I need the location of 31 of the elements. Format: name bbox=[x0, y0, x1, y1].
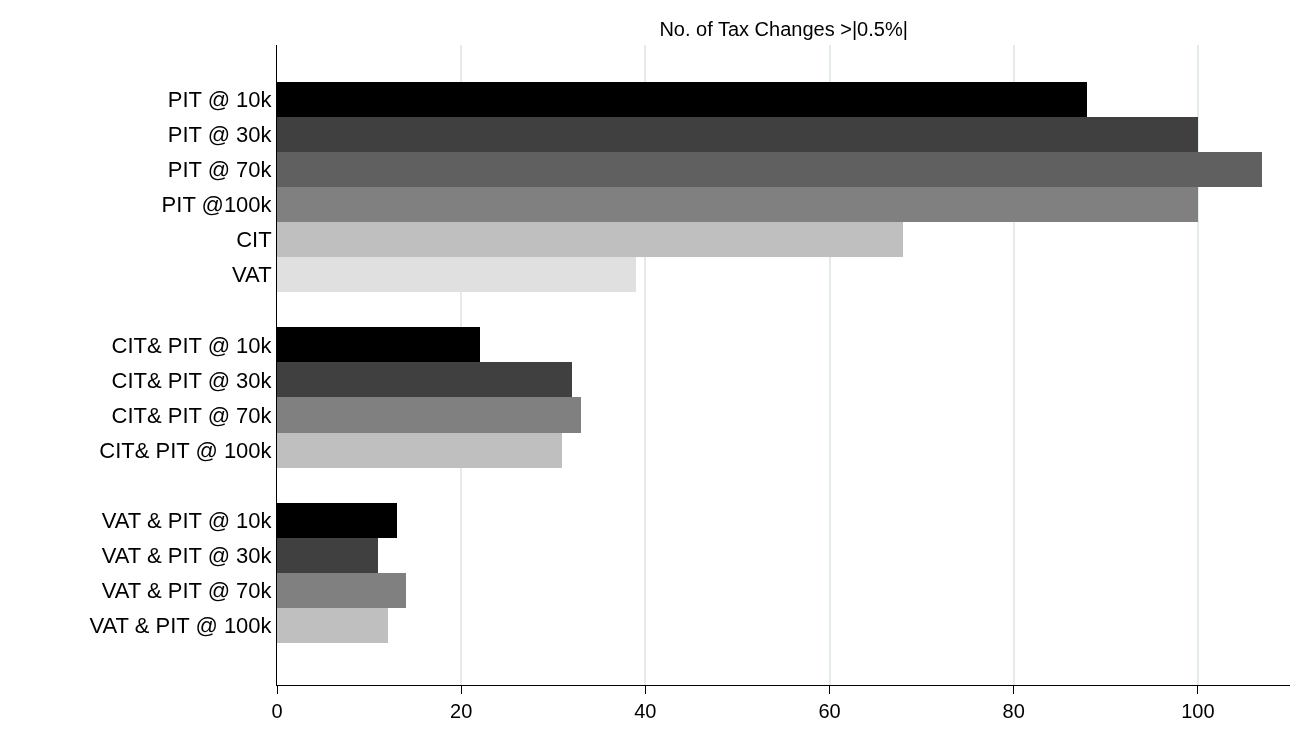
bar bbox=[277, 433, 562, 468]
bar bbox=[277, 397, 581, 433]
y-tick-label: VAT & PIT @ 30k bbox=[101, 542, 273, 568]
chart-title: No. of Tax Changes >|0.5%| bbox=[659, 17, 908, 40]
bar bbox=[277, 538, 378, 573]
y-tick-label: VAT & PIT @ 100k bbox=[89, 613, 273, 639]
y-tick-label: PIT @ 10k bbox=[167, 87, 273, 113]
x-tick-label: 80 bbox=[1002, 700, 1025, 722]
bar bbox=[277, 608, 388, 643]
x-tick-label: 0 bbox=[271, 700, 283, 722]
y-tick-label: VAT bbox=[232, 262, 272, 288]
bar bbox=[277, 187, 1198, 222]
bar bbox=[277, 152, 1262, 187]
y-tick-label: CIT& PIT @ 30k bbox=[111, 367, 273, 393]
y-tick-label: VAT & PIT @ 10k bbox=[101, 507, 273, 533]
y-tick-label: PIT @ 30k bbox=[167, 122, 273, 148]
y-tick-label: CIT& PIT @ 70k bbox=[111, 402, 273, 428]
bar bbox=[277, 117, 1198, 152]
bar bbox=[277, 362, 572, 397]
bar bbox=[277, 573, 406, 608]
y-tick-label: PIT @100k bbox=[161, 192, 273, 218]
x-tick-label: 20 bbox=[450, 700, 473, 722]
y-tick-label: CIT& PIT @ 10k bbox=[111, 332, 273, 358]
y-tick-label: PIT @ 70k bbox=[167, 157, 273, 183]
x-tick-label: 40 bbox=[634, 700, 657, 722]
y-tick-label: CIT bbox=[236, 227, 272, 253]
bar bbox=[277, 222, 903, 257]
x-tick-label: 60 bbox=[818, 700, 841, 722]
y-tick-label: VAT & PIT @ 70k bbox=[101, 578, 273, 604]
y-tick-label: CIT& PIT @ 100k bbox=[99, 437, 273, 463]
x-tick-label: 100 bbox=[1181, 700, 1215, 722]
